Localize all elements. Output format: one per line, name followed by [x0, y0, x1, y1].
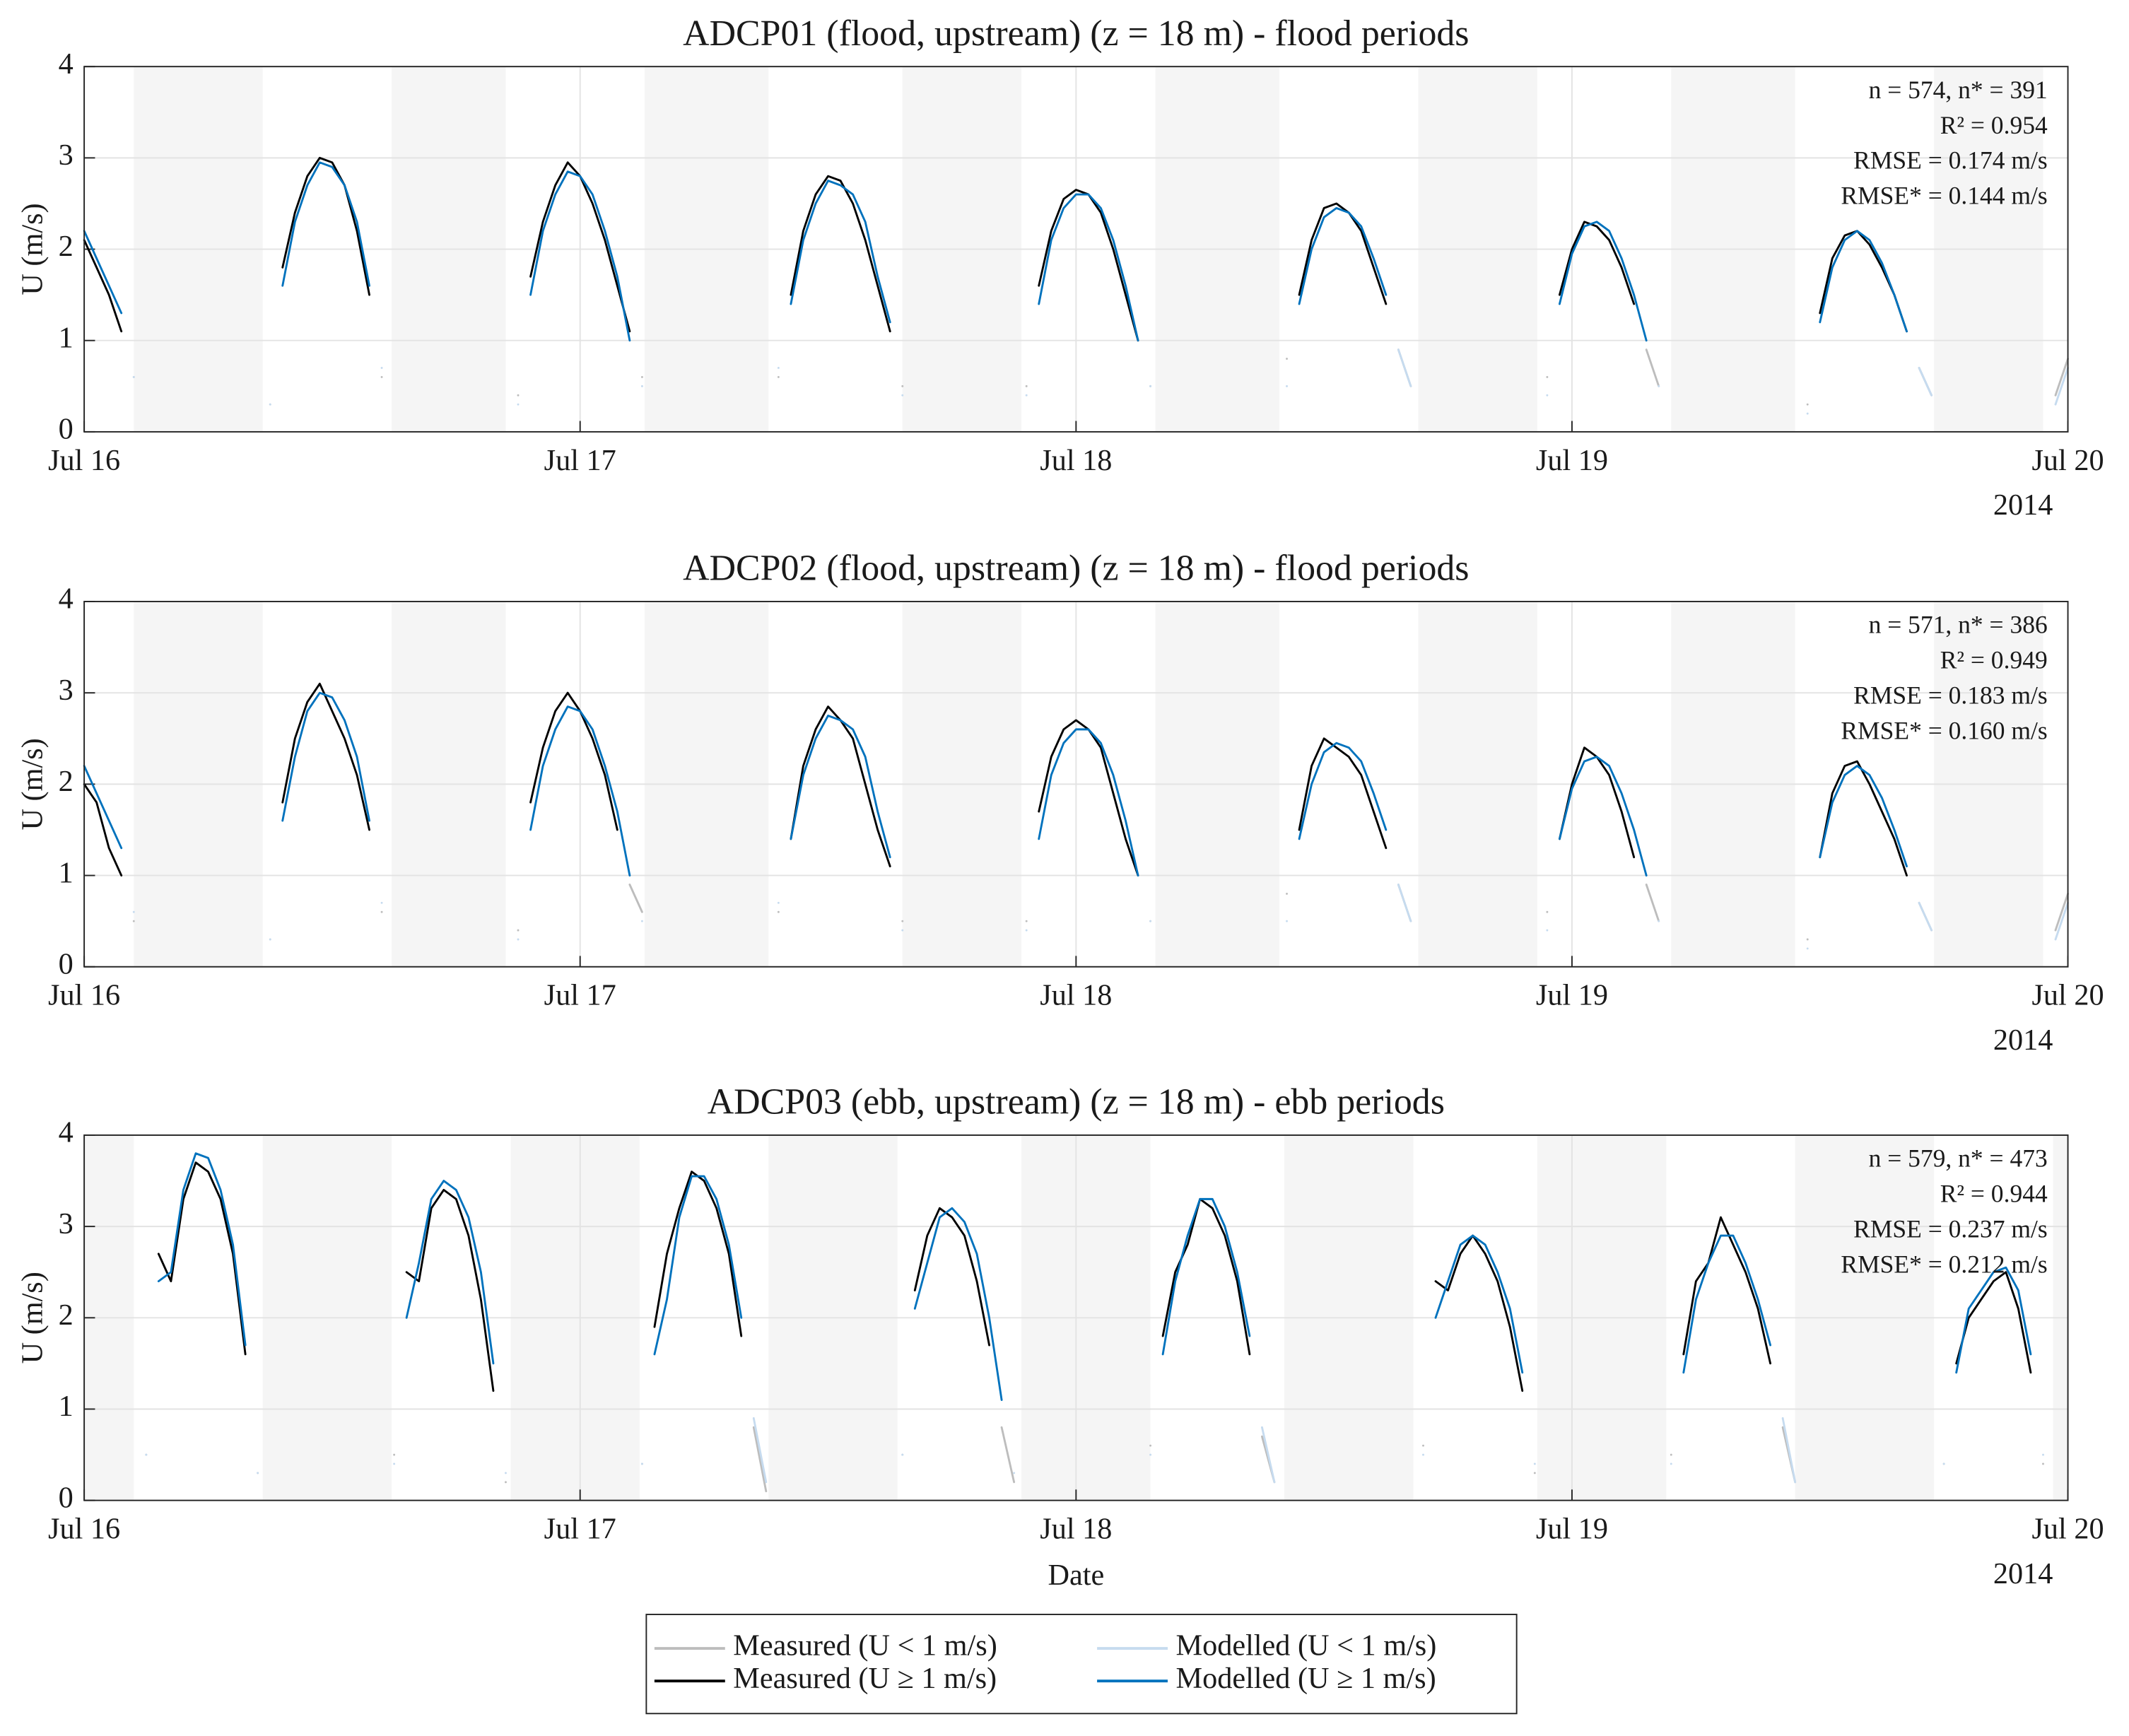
legend-box — [645, 1614, 1518, 1715]
axes-box — [83, 66, 2069, 433]
x-tick-label: Jul 19 — [1536, 444, 1608, 477]
stat-annotation: R² = 0.944 — [1940, 1180, 2048, 1208]
chart-title: ADCP01 (flood, upstream) (z = 18 m) - fl… — [683, 13, 1469, 54]
stat-annotation: RMSE* = 0.160 m/s — [1841, 717, 2047, 745]
stat-annotation: n = 571, n* = 386 — [1869, 611, 2048, 639]
y-tick-label: 1 — [59, 856, 74, 889]
y-tick-label: 1 — [59, 1390, 74, 1423]
stat-annotation: RMSE* = 0.212 m/s — [1841, 1250, 2047, 1278]
y-tick-label: 2 — [59, 765, 74, 798]
y-tick-label: 3 — [59, 139, 74, 172]
stat-annotation: R² = 0.954 — [1940, 111, 2048, 139]
stat-annotation: RMSE = 0.174 m/s — [1853, 146, 2048, 175]
y-tick-label: 3 — [59, 674, 74, 707]
series-line: Modelled (U ≥ 1 m/s) — [83, 691, 1908, 877]
stat-annotation: n = 579, n* = 473 — [1869, 1144, 2048, 1173]
stat-annotation: RMSE = 0.237 m/s — [1853, 1214, 2048, 1243]
x-tick-label: Jul 17 — [544, 444, 616, 477]
chart-title: ADCP03 (ebb, upstream) (z = 18 m) - ebb … — [708, 1082, 1445, 1122]
series-line: Modelled (U < 1 m/s) — [132, 884, 2069, 950]
x-tick-label: Jul 20 — [2031, 979, 2104, 1012]
x-tick-label: Jul 20 — [2031, 444, 2104, 477]
legend-label: Modelled (U < 1 m/s) — [1176, 1629, 1437, 1662]
y-tick-label: 4 — [59, 47, 74, 81]
y-tick-label: 2 — [59, 230, 74, 263]
y-tick-label: 4 — [59, 1116, 74, 1149]
stat-annotation: n = 574, n* = 391 — [1869, 76, 2048, 104]
x-tick-label: Jul 16 — [48, 1513, 120, 1546]
series-line: Modelled (U ≥ 1 m/s) — [83, 161, 1908, 342]
legend-label: Measured (U < 1 m/s) — [733, 1629, 997, 1662]
stat-annotation: RMSE* = 0.144 m/s — [1841, 182, 2047, 210]
y-tick-label: 3 — [59, 1207, 74, 1241]
x-tick-label: Jul 19 — [1536, 979, 1608, 1012]
series-line: Modelled (U < 1 m/s) — [145, 1417, 2044, 1484]
legend-label: Modelled (U ≥ 1 m/s) — [1176, 1662, 1436, 1695]
y-tick-label: 1 — [59, 321, 74, 354]
x-tick-label: Jul 19 — [1536, 1513, 1608, 1546]
year-label: 2014 — [1993, 488, 2053, 522]
axes-box — [83, 1134, 2069, 1501]
year-label: 2014 — [1993, 1557, 2053, 1590]
axes-box — [83, 601, 2069, 968]
x-tick-label: Jul 17 — [544, 1513, 616, 1546]
y-tick-label: 2 — [59, 1298, 74, 1332]
y-tick-label: 4 — [59, 582, 74, 616]
year-label: 2014 — [1993, 1024, 2053, 1057]
series-line: Modelled (U < 1 m/s) — [132, 348, 2069, 415]
y-axis-label: U (m/s) — [16, 203, 49, 295]
x-tick-label: Jul 18 — [1040, 979, 1112, 1012]
y-axis-label: U (m/s) — [16, 738, 49, 830]
legend-label: Measured (U ≥ 1 m/s) — [733, 1662, 997, 1695]
legend: Measured (U < 1 m/s)Measured (U ≥ 1 m/s)… — [645, 1614, 1518, 1715]
x-tick-label: Jul 18 — [1040, 444, 1112, 477]
y-tick-label: 0 — [59, 947, 74, 980]
x-tick-label: Jul 18 — [1040, 1513, 1112, 1546]
y-axis-label: U (m/s) — [16, 1272, 49, 1363]
x-axis-label: Date — [1048, 1559, 1104, 1592]
stat-annotation: R² = 0.949 — [1940, 646, 2048, 674]
x-tick-label: Jul 16 — [48, 979, 120, 1012]
y-tick-label: 0 — [59, 1481, 74, 1514]
x-tick-label: Jul 16 — [48, 444, 120, 477]
x-tick-label: Jul 20 — [2031, 1513, 2104, 1546]
y-tick-label: 0 — [59, 413, 74, 446]
stat-annotation: RMSE = 0.183 m/s — [1853, 681, 2048, 710]
chart-title: ADCP02 (flood, upstream) (z = 18 m) - fl… — [683, 549, 1469, 589]
series-line: Modelled (U ≥ 1 m/s) — [157, 1152, 2032, 1402]
x-tick-label: Jul 17 — [544, 979, 616, 1012]
